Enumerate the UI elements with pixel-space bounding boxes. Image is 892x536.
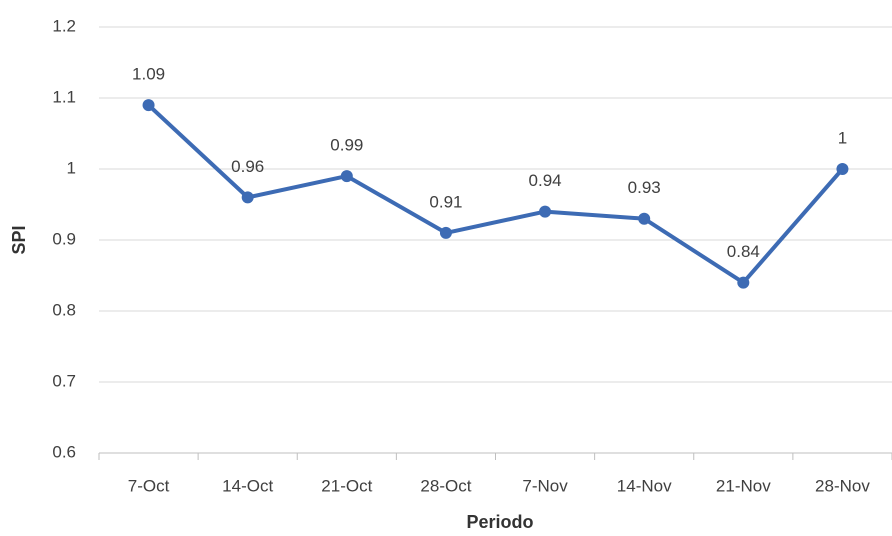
y-tick-label: 1 [67,158,76,177]
x-tick-label: 7-Oct [128,476,170,495]
data-label: 1 [838,128,847,147]
x-tick-label: 7-Nov [522,476,568,495]
y-tick-label: 0.9 [52,229,76,248]
data-label: 1.09 [132,65,165,84]
y-tick-label: 0.6 [52,442,76,461]
y-tick-label: 0.7 [52,371,76,390]
x-tick-label: 28-Nov [815,476,870,495]
y-tick-label: 0.8 [52,300,76,319]
data-point [539,205,552,218]
data-label: 0.99 [330,136,363,155]
data-point [439,226,452,239]
data-label: 0.94 [529,171,562,190]
data-point [836,163,849,175]
x-tick-label: 28-Oct [420,476,471,495]
series-line [147,103,844,285]
x-tick-label: 21-Oct [321,476,372,495]
x-tick-label: 14-Oct [222,476,273,495]
data-label: 0.91 [429,192,462,211]
data-point [241,191,254,204]
data-point [142,99,155,112]
data-point [638,212,651,225]
data-point [737,276,750,289]
x-tick-label: 14-Nov [617,476,672,495]
data-label: 0.96 [231,157,264,176]
y-tick-label: 1.2 [52,16,76,35]
y-tick-label: 1.1 [52,87,76,106]
data-label: 0.93 [628,178,661,197]
data-label: 0.84 [727,242,760,261]
y-axis-title: SPI [9,225,29,254]
data-point [340,170,353,183]
x-tick-label: 21-Nov [716,476,771,495]
x-axis-title: Periodo [466,512,533,532]
